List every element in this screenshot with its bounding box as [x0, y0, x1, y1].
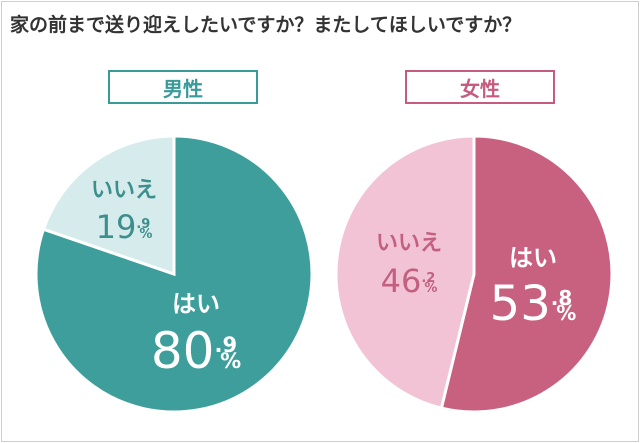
female-value-yes: 53.8%	[490, 276, 577, 332]
male-label-no: いいえ	[91, 178, 157, 203]
male-label: 男性	[108, 70, 258, 104]
female-label-yes: はい	[509, 244, 557, 272]
chart-title: 家の前まで送り迎えしたいですか？またしてほしいですか？	[10, 14, 522, 36]
female-value-no: 46.2%	[381, 262, 438, 300]
male-label-yes: はい	[172, 290, 220, 318]
male-value-no: 19.9%	[96, 208, 153, 246]
male-value-yes: 80.9%	[151, 322, 241, 380]
female-slice-yes	[439, 134, 614, 414]
female-label-no: いいえ	[376, 231, 442, 256]
male-slice-no	[41, 134, 176, 277]
female-label: 女性	[405, 70, 555, 104]
female-slice-no	[334, 134, 476, 410]
